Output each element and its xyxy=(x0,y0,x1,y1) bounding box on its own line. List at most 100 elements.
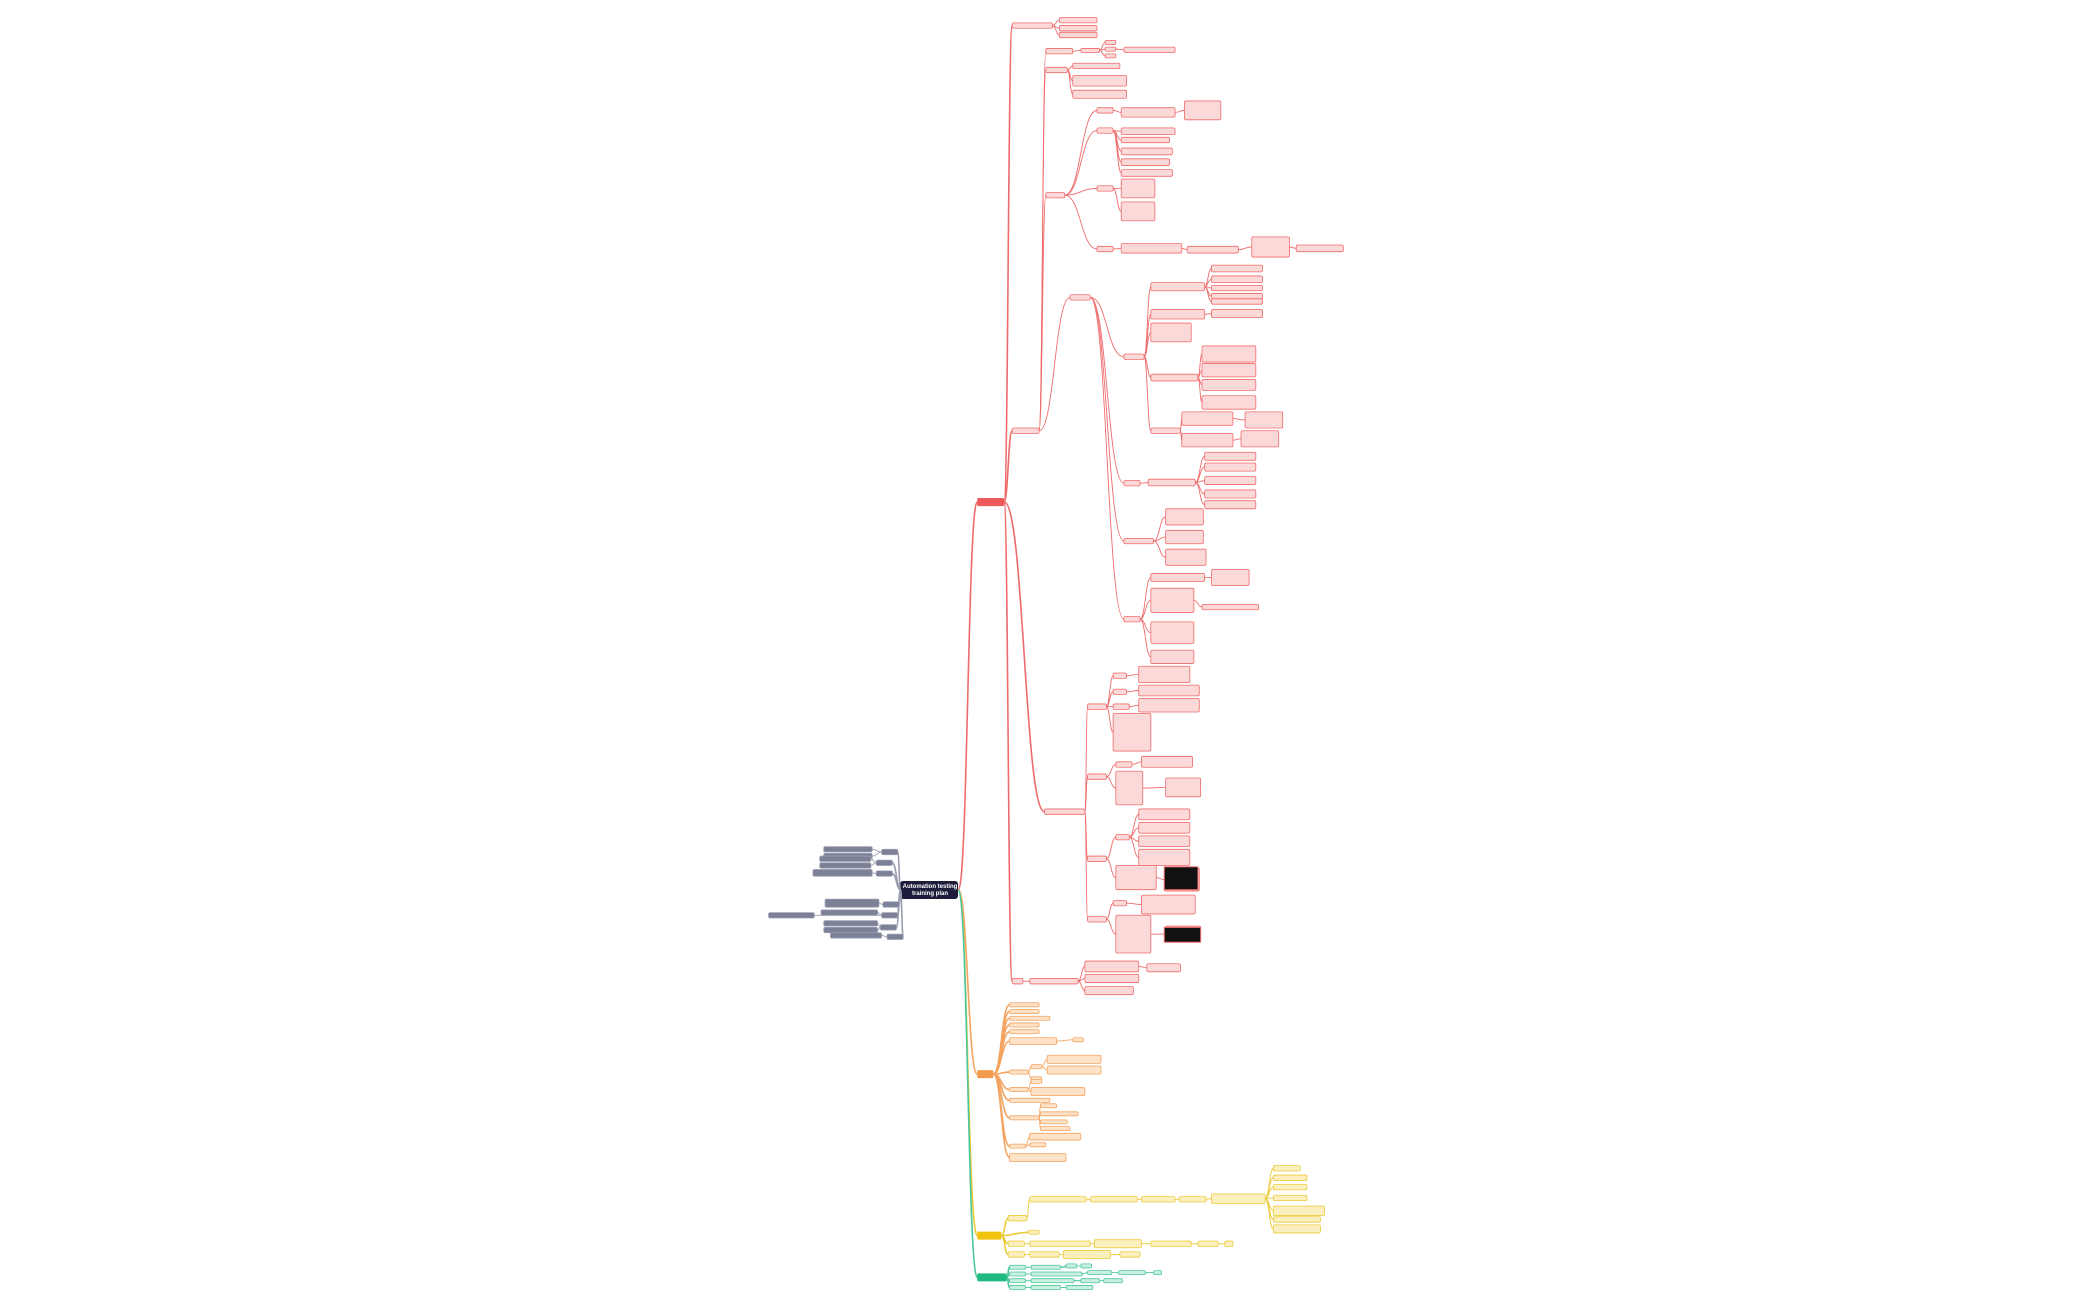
topic-node xyxy=(1029,1240,1091,1247)
topic-node xyxy=(1201,363,1257,378)
connector xyxy=(1142,786,1166,789)
connector xyxy=(1003,24,1013,503)
topic-node xyxy=(1009,1278,1027,1284)
connector xyxy=(1106,902,1114,920)
topic-node xyxy=(1115,834,1130,841)
center-title: Automation testing training plan xyxy=(902,883,958,897)
topic-node xyxy=(1138,665,1191,683)
topic-node xyxy=(1150,427,1181,434)
connector xyxy=(1153,516,1166,542)
topic-node xyxy=(1007,1240,1025,1247)
connector xyxy=(881,935,888,938)
topic-node xyxy=(823,926,878,934)
connector xyxy=(1003,501,1046,813)
connector xyxy=(870,858,877,864)
topic-node xyxy=(886,933,904,940)
topic-node xyxy=(1165,548,1207,566)
topic-node xyxy=(1115,770,1144,806)
topic-node xyxy=(1272,1184,1308,1191)
topic-node xyxy=(1150,1240,1192,1247)
topic-node xyxy=(819,862,872,869)
connector xyxy=(1197,377,1203,403)
topic-node xyxy=(1146,963,1181,973)
topic-node xyxy=(1115,865,1157,891)
connector xyxy=(1139,599,1152,620)
connector xyxy=(1195,482,1205,506)
topic-node xyxy=(1123,46,1176,53)
topic-node xyxy=(1141,756,1193,768)
connector xyxy=(1026,1198,1031,1219)
connector xyxy=(1129,704,1139,708)
topic-node xyxy=(1120,158,1171,166)
connector xyxy=(1140,482,1149,484)
topic-node xyxy=(1150,373,1199,382)
topic-node xyxy=(875,859,893,866)
topic-node xyxy=(1150,587,1195,613)
topic-node xyxy=(1165,529,1204,545)
connector xyxy=(1064,187,1097,196)
topic-node xyxy=(812,869,873,877)
connector xyxy=(1193,599,1203,608)
connector xyxy=(1003,429,1013,503)
topic-node xyxy=(1224,1240,1234,1247)
topic-node xyxy=(1009,1029,1040,1035)
connector xyxy=(1126,673,1139,677)
topic-node xyxy=(1029,1251,1060,1258)
topic-node xyxy=(1211,275,1263,284)
topic-node xyxy=(1030,1087,1086,1097)
topic-node xyxy=(1211,293,1263,300)
connector xyxy=(1041,1066,1048,1071)
topic-node xyxy=(1120,147,1173,156)
topic-node xyxy=(1201,379,1257,391)
connector xyxy=(1028,1071,1032,1080)
topic-node xyxy=(1120,107,1176,118)
topic-node xyxy=(1204,500,1257,510)
connector xyxy=(1099,50,1106,57)
topic-node xyxy=(1211,264,1263,273)
topic-node xyxy=(1112,688,1128,695)
topic-node xyxy=(1204,489,1257,499)
topic-node xyxy=(1115,914,1152,954)
topic-node xyxy=(1009,1022,1040,1028)
topic-node xyxy=(1030,1278,1075,1284)
topic-node xyxy=(1007,1251,1025,1258)
connector xyxy=(1238,246,1252,251)
connector xyxy=(1106,858,1117,879)
connector xyxy=(1072,50,1081,52)
topic-node xyxy=(1103,1278,1123,1284)
topic-node xyxy=(1181,411,1234,426)
topic-node xyxy=(875,870,893,877)
connector xyxy=(1106,836,1117,860)
connector xyxy=(892,872,901,891)
topic-node xyxy=(1029,1142,1047,1148)
connector xyxy=(1289,246,1297,249)
connector xyxy=(1113,247,1122,250)
topic-node xyxy=(881,848,899,856)
topic-node xyxy=(1072,1037,1084,1043)
topic-node xyxy=(1118,1270,1146,1276)
topic-node xyxy=(1046,1065,1102,1075)
topic-node xyxy=(1011,427,1040,434)
topic-node xyxy=(1030,1079,1043,1084)
connector xyxy=(1090,297,1125,358)
topic-node xyxy=(1201,603,1259,611)
connector xyxy=(1105,675,1114,708)
connector xyxy=(1078,980,1086,992)
topic-node xyxy=(1150,649,1195,664)
topic-node xyxy=(1211,309,1263,319)
topic-node xyxy=(1204,451,1257,461)
branch-root xyxy=(977,1273,1007,1282)
topic-node xyxy=(1204,462,1257,472)
topic-node xyxy=(1069,294,1091,301)
topic-node xyxy=(1141,894,1196,915)
topic-node xyxy=(1150,309,1206,320)
connector xyxy=(1006,1276,1011,1289)
connector xyxy=(1089,297,1125,620)
topic-node xyxy=(1093,1239,1142,1249)
topic-node xyxy=(1138,835,1191,848)
connector xyxy=(1105,706,1114,733)
topic-node xyxy=(820,909,878,916)
topic-node xyxy=(1040,1111,1079,1117)
connector xyxy=(1038,194,1047,432)
topic-node xyxy=(1138,684,1200,697)
